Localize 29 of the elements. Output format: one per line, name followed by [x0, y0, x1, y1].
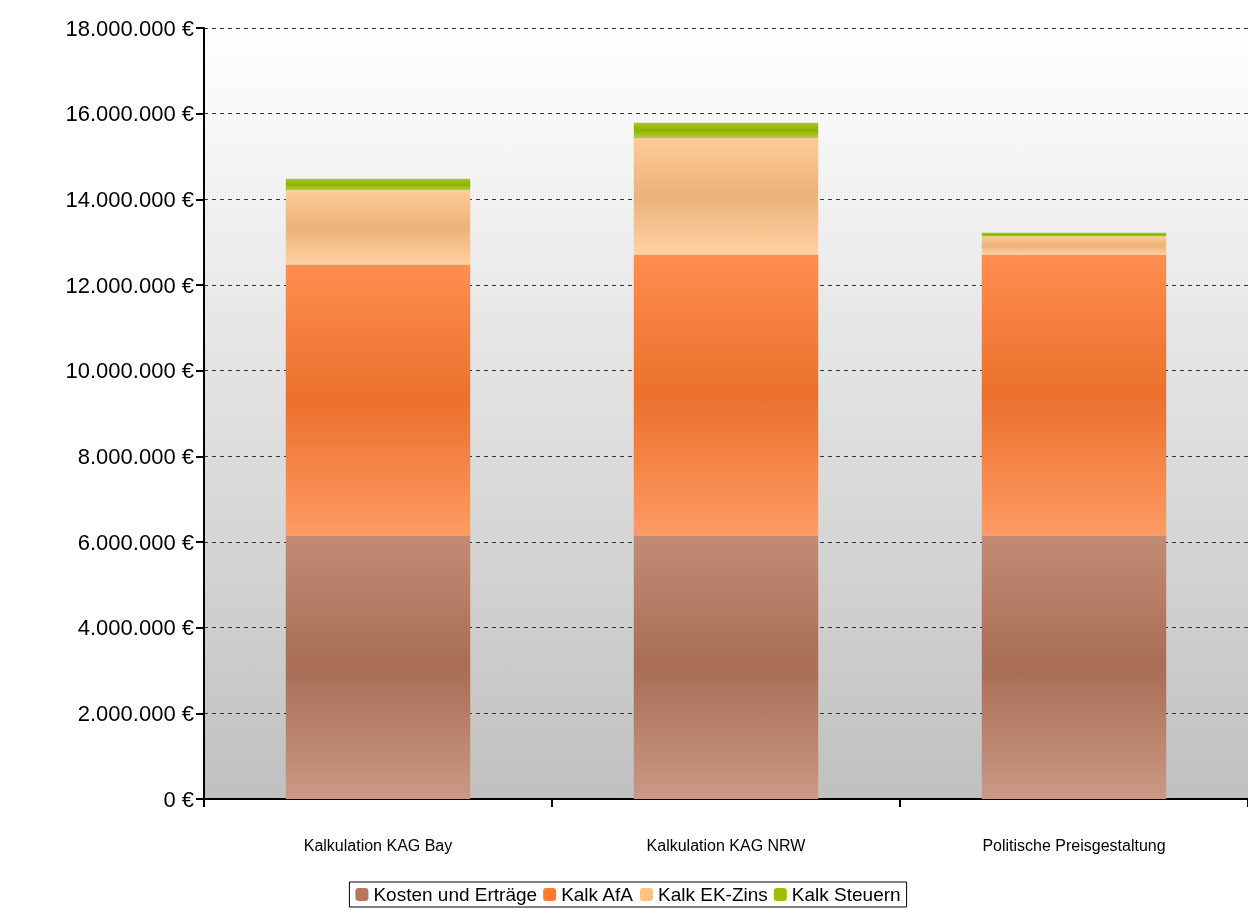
- bar: [285, 535, 471, 799]
- bar: [981, 535, 1167, 799]
- bar: [633, 254, 819, 536]
- y-tick-label: 0 €: [163, 786, 194, 812]
- x-tick-label: Kalkulation KAG Bay: [303, 836, 453, 854]
- y-tick-label: 10.000.000 €: [65, 358, 194, 384]
- bar: [633, 535, 819, 799]
- bar: [633, 122, 819, 139]
- legend-label: Kalk EK-Zins: [657, 884, 768, 905]
- y-tick-label: 4.000.000 €: [77, 615, 194, 641]
- y-tick-label: 2.000.000 €: [77, 700, 194, 726]
- bar: [285, 190, 471, 265]
- bar: [285, 264, 471, 536]
- legend-label: Kalk Steuern: [791, 884, 901, 905]
- bar: [981, 236, 1167, 255]
- y-tick-label: 18.000.000 €: [65, 15, 194, 41]
- legend-label: Kalk AfA: [561, 884, 634, 905]
- y-tick-label: 14.000.000 €: [65, 186, 194, 212]
- bar: [981, 232, 1167, 237]
- y-tick-label: 6.000.000 €: [77, 529, 194, 555]
- y-tick-label: 12.000.000 €: [65, 272, 194, 298]
- legend-label: Kosten und Erträge: [373, 884, 538, 905]
- bar: [981, 254, 1167, 536]
- x-tick-label: Politische Preisgestaltung: [982, 836, 1166, 854]
- bar: [633, 138, 819, 255]
- y-tick-label: 8.000.000 €: [77, 443, 194, 469]
- y-tick-label: 16.000.000 €: [65, 101, 194, 127]
- x-tick-label: Kalkulation KAG NRW: [646, 836, 807, 854]
- bar: [285, 178, 471, 191]
